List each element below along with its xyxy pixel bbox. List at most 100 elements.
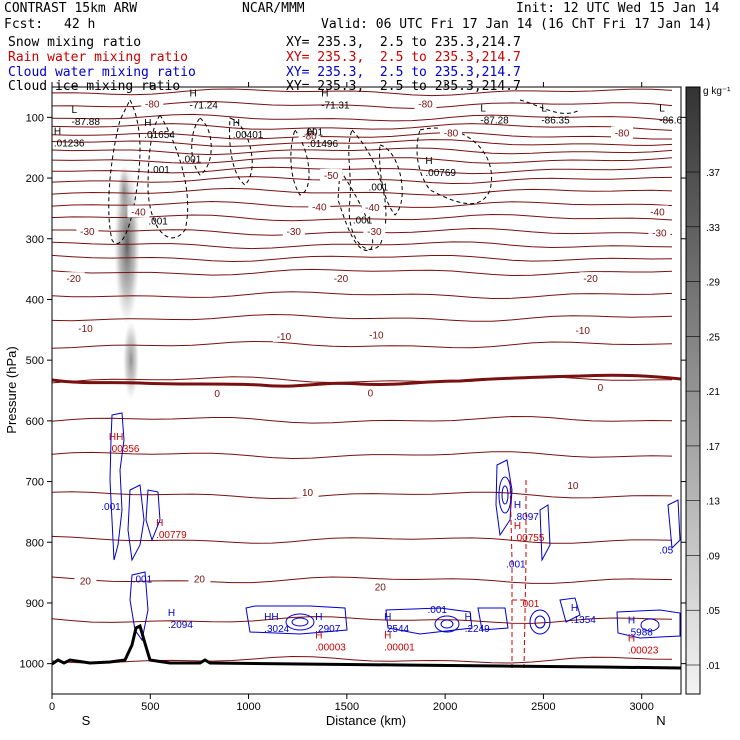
- extremum-value: .01496: [307, 139, 338, 150]
- isotherm-label-bg: [363, 224, 386, 237]
- colorbar-tick-label: .29: [706, 278, 720, 289]
- extremum-value: .00401: [233, 130, 264, 141]
- isotherm-line: [52, 213, 673, 222]
- snow-shading: [118, 165, 130, 215]
- contour-value-label: .001: [150, 165, 170, 176]
- isotherm-line: [52, 376, 673, 384]
- extremum-marker: L: [72, 105, 78, 116]
- isotherm-label: -20: [334, 274, 349, 285]
- colorbar-tick-label: .01: [706, 661, 720, 672]
- x-tick-label: 3000: [629, 701, 653, 713]
- isotherm-label: -10: [369, 331, 384, 342]
- isotherm-label: -80: [302, 132, 317, 143]
- isotherm-label: -30: [367, 227, 382, 238]
- extremum-value: .00001: [384, 642, 415, 653]
- isotherm-label: -30: [287, 227, 302, 238]
- x-tick-label: 0: [49, 701, 55, 713]
- colorbar-tick-label: .05: [706, 606, 720, 617]
- extremum-value: .00003: [315, 642, 346, 653]
- fcst-value: 42 h: [64, 17, 96, 32]
- isotherm-label-bg: [188, 572, 211, 585]
- field-xy-snow: XY= 235.3, 2.5 to 235.3,214.7: [286, 35, 521, 50]
- isotherm-label: -80: [444, 129, 459, 140]
- extremum-value: .01236: [54, 139, 85, 150]
- isotherm-label-bg: [589, 380, 612, 393]
- isotherm-label-bg: [308, 200, 331, 213]
- x-tick-label: 500: [141, 701, 159, 713]
- isotherm-label: 20: [375, 583, 387, 594]
- isotherm-label-bg: [320, 169, 343, 182]
- isotherm-label-bg: [76, 224, 99, 237]
- isotherm-label-bg: [369, 580, 392, 593]
- isotherm-label-bg: [579, 272, 602, 285]
- extremum-value: .01654: [144, 130, 175, 141]
- colorbar-tick-label: .21: [706, 387, 720, 398]
- isotherm-line: [52, 166, 673, 175]
- isotherm-label: -30: [652, 229, 667, 240]
- field-xy-rain: XY= 235.3, 2.5 to 235.3,214.7: [286, 50, 521, 65]
- isotherm-line: [52, 131, 672, 140]
- isotherm-label-bg: [646, 205, 669, 218]
- extremum-value: .2907: [315, 624, 340, 635]
- isotherm-line: [52, 415, 673, 424]
- isotherm-label-bg: [611, 126, 634, 139]
- isotherm-label-bg: [62, 272, 85, 285]
- isotherm-label-bg: [329, 272, 352, 285]
- extremum-marker: H: [168, 608, 175, 619]
- isotherm-label: -10: [78, 324, 93, 335]
- extremum-value: .2544: [384, 624, 409, 635]
- extremum-marker: H: [54, 127, 61, 138]
- isotherm-label: -20: [66, 274, 81, 285]
- isotherm-label-bg: [648, 226, 671, 239]
- fcst-label: Fcst:: [4, 17, 44, 32]
- isotherm-label-bg: [272, 329, 295, 342]
- extremum-value: .2094: [168, 620, 193, 631]
- isotherm-label: -40: [650, 207, 665, 218]
- extremum-marker: H: [628, 615, 635, 626]
- colorbar-unit: g kg⁻¹: [703, 86, 731, 97]
- extremum-value: .00769: [425, 168, 456, 179]
- x-tick-label: 1500: [335, 701, 359, 713]
- isotherm-label-bg: [282, 224, 305, 237]
- y-tick-label: 900: [26, 598, 44, 610]
- extremum-marker: H: [307, 127, 314, 138]
- valid-time: Valid: 06 UTC Fri 17 Jan 14 (16 ChT Fri …: [321, 17, 713, 32]
- isotherm-line: [52, 176, 673, 185]
- colorbar-gradient: [685, 86, 701, 695]
- isotherm-label-bg: [359, 386, 382, 399]
- end-label-south: S: [82, 713, 91, 728]
- isotherm-label: 10: [567, 481, 579, 492]
- end-label-north: N: [656, 713, 665, 728]
- plot-frame: [51, 86, 682, 695]
- snow-shading: [123, 320, 139, 400]
- isotherm-label: 0: [214, 389, 220, 400]
- cloud-ice-contours: [108, 98, 581, 251]
- contour-value-label: .001: [148, 217, 168, 228]
- isotherm-line: [52, 576, 673, 584]
- model-title: CONTRAST 15km ARW: [4, 1, 138, 16]
- isotherm-label-bg: [127, 205, 150, 218]
- extremum-marker: H: [315, 630, 322, 641]
- extremum-marker: H: [156, 518, 163, 529]
- extremum-marker: L: [659, 104, 665, 115]
- colorbar-tick-label: .13: [706, 497, 720, 508]
- y-tick-label: 800: [26, 537, 44, 549]
- colorbar: g kg⁻¹ .37 .33 .29 .25 .21 .17 .13 .09 .05 .01: [685, 86, 731, 695]
- isotherm-line: [52, 147, 673, 156]
- isotherm-line: [52, 491, 673, 500]
- isotherm-lines: [52, 88, 673, 664]
- isotherm-line: [52, 291, 673, 300]
- extremum-value: .5988: [628, 627, 653, 638]
- extremum-value: -87.28: [480, 116, 509, 127]
- extremum-marker: H: [315, 612, 322, 623]
- isotherm-label: 0: [368, 388, 374, 399]
- contour-value-label: .001: [353, 215, 373, 226]
- isotherm-line: [52, 451, 673, 460]
- isotherm-label: -80: [418, 99, 433, 110]
- cloud-water-contours: [109, 412, 681, 642]
- isotherm-line: [52, 227, 673, 236]
- extremum-value: -87.88: [72, 117, 101, 128]
- extremum-value: .3024: [264, 624, 289, 635]
